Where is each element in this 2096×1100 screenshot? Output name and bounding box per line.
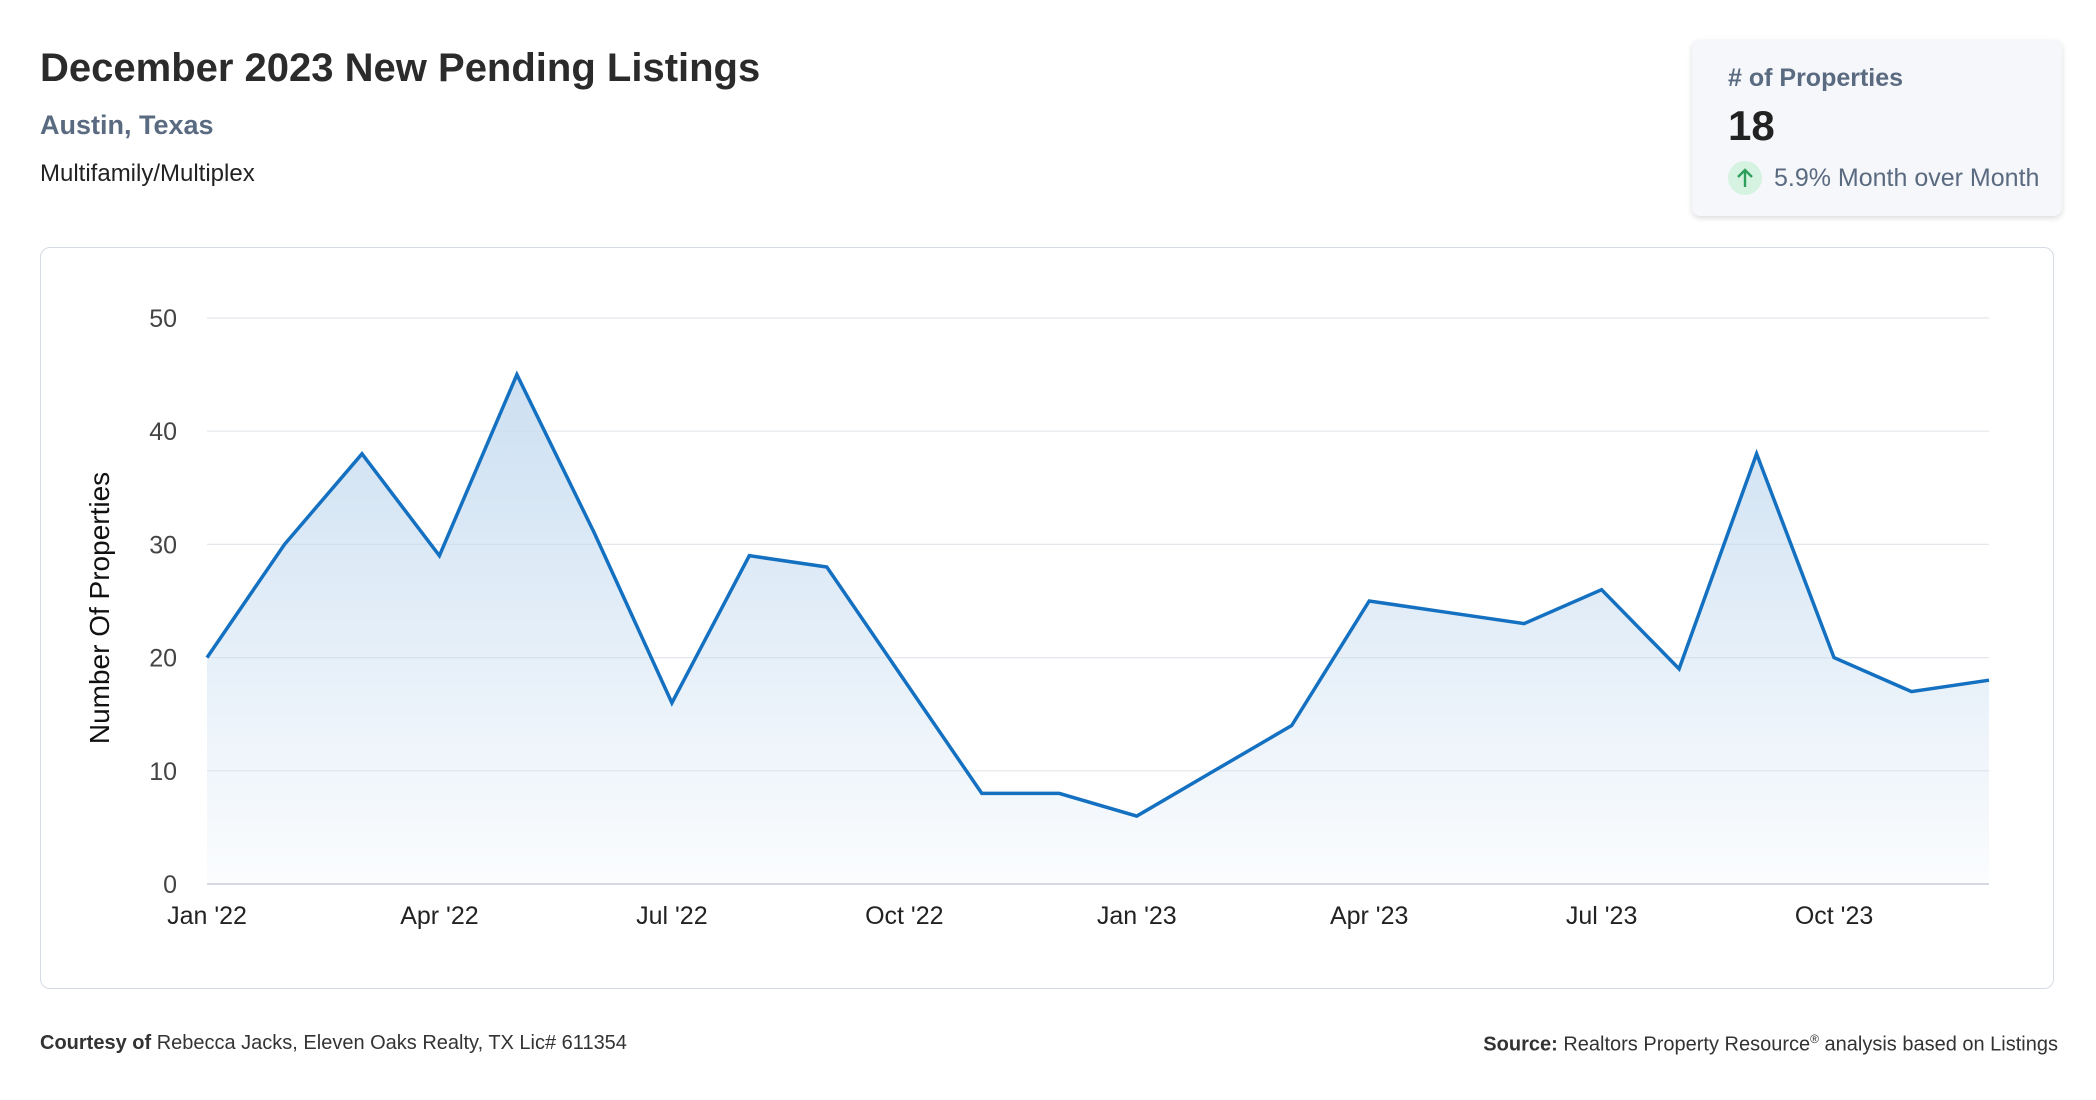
location-subtitle: Austin, Texas: [40, 110, 214, 140]
kpi-change: 5.9% Month over Month: [1728, 160, 2039, 196]
property-type-label: Multifamily/Multiplex: [40, 160, 255, 187]
y-tick-label: 0: [163, 871, 177, 899]
x-tick-label: Oct '23: [1795, 902, 1873, 930]
y-tick-label: 30: [149, 531, 177, 559]
courtesy-label: Courtesy of: [40, 1032, 152, 1054]
series-line: [205, 370, 1990, 818]
courtesy-note: Courtesy of Rebecca Jacks, Eleven Oaks R…: [40, 1032, 627, 1055]
x-tick-label: Jul '23: [1566, 902, 1637, 930]
source-note: Source: Realtors Property Resource® anal…: [1483, 1032, 2058, 1057]
kpi-value: 18: [1728, 102, 1775, 149]
x-tick-label: Jul '22: [636, 902, 707, 930]
courtesy-text: Rebecca Jacks, Eleven Oaks Realty, TX Li…: [156, 1032, 627, 1054]
y-axis-label: Number Of Properties: [84, 472, 115, 744]
kpi-card: # of Properties 18 5.9% Month over Month: [1692, 40, 2062, 216]
source-text-b: analysis based on Listings: [1818, 1033, 2059, 1056]
y-tick-label: 10: [149, 758, 177, 786]
arrow-up-icon: [1728, 161, 1762, 195]
kpi-label: # of Properties: [1728, 64, 1904, 92]
x-tick-label: Apr '23: [1330, 902, 1408, 930]
source-text-a: Realtors Property Resource: [1563, 1033, 1811, 1056]
x-tick-label: Apr '22: [400, 902, 478, 930]
page-title: December 2023 New Pending Listings: [40, 46, 761, 90]
series-area: [207, 374, 1989, 884]
x-tick-label: Oct '22: [865, 902, 943, 930]
x-tick-label: Jan '22: [167, 902, 247, 930]
source-label: Source:: [1483, 1033, 1558, 1056]
chart-container: 0 10 20 30 40 50 Jan '22 Apr '22 Jul '22 Oct '22…: [40, 247, 2054, 989]
y-tick-label: 40: [149, 418, 177, 446]
kpi-change-text: 5.9% Month over Month: [1774, 163, 2040, 192]
y-tick-label: 50: [149, 305, 177, 333]
x-tick-label: Jan '23: [1097, 902, 1177, 930]
registered-mark: ®: [1810, 1032, 1819, 1046]
y-tick-label: 20: [149, 645, 177, 673]
line-chart: 0 10 20 30 40 50 Jan '22 Apr '22 Jul '22 Oct '22…: [84, 305, 1990, 930]
